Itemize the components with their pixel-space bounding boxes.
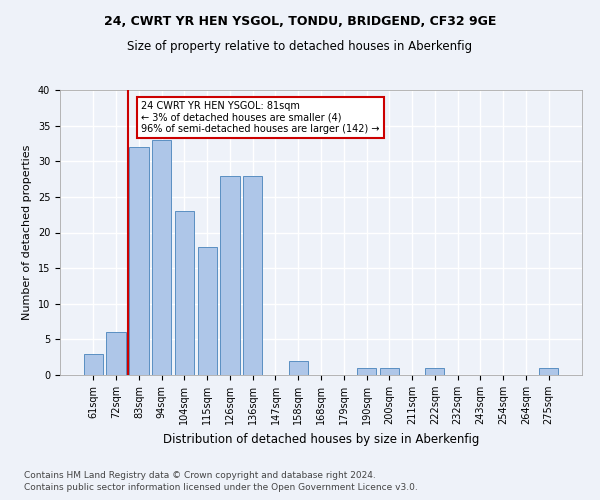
Text: 24 CWRT YR HEN YSGOL: 81sqm
← 3% of detached houses are smaller (4)
96% of semi-: 24 CWRT YR HEN YSGOL: 81sqm ← 3% of deta…	[141, 100, 380, 134]
Bar	[84, 354, 103, 375]
Bar	[289, 361, 308, 375]
Bar	[129, 147, 149, 375]
Bar	[197, 246, 217, 375]
Bar	[380, 368, 399, 375]
Bar	[425, 368, 445, 375]
Y-axis label: Number of detached properties: Number of detached properties	[22, 145, 32, 320]
Text: 24, CWRT YR HEN YSGOL, TONDU, BRIDGEND, CF32 9GE: 24, CWRT YR HEN YSGOL, TONDU, BRIDGEND, …	[104, 15, 496, 28]
Bar	[243, 176, 262, 375]
Text: Contains HM Land Registry data © Crown copyright and database right 2024.: Contains HM Land Registry data © Crown c…	[24, 471, 376, 480]
Bar	[152, 140, 172, 375]
Bar	[106, 332, 126, 375]
Bar	[357, 368, 376, 375]
Bar	[220, 176, 239, 375]
X-axis label: Distribution of detached houses by size in Aberkenfig: Distribution of detached houses by size …	[163, 432, 479, 446]
Bar	[175, 211, 194, 375]
Text: Size of property relative to detached houses in Aberkenfig: Size of property relative to detached ho…	[127, 40, 473, 53]
Bar	[539, 368, 558, 375]
Text: Contains public sector information licensed under the Open Government Licence v3: Contains public sector information licen…	[24, 484, 418, 492]
